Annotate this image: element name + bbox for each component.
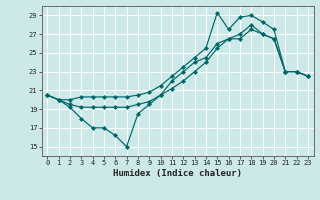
X-axis label: Humidex (Indice chaleur): Humidex (Indice chaleur) bbox=[113, 169, 242, 178]
